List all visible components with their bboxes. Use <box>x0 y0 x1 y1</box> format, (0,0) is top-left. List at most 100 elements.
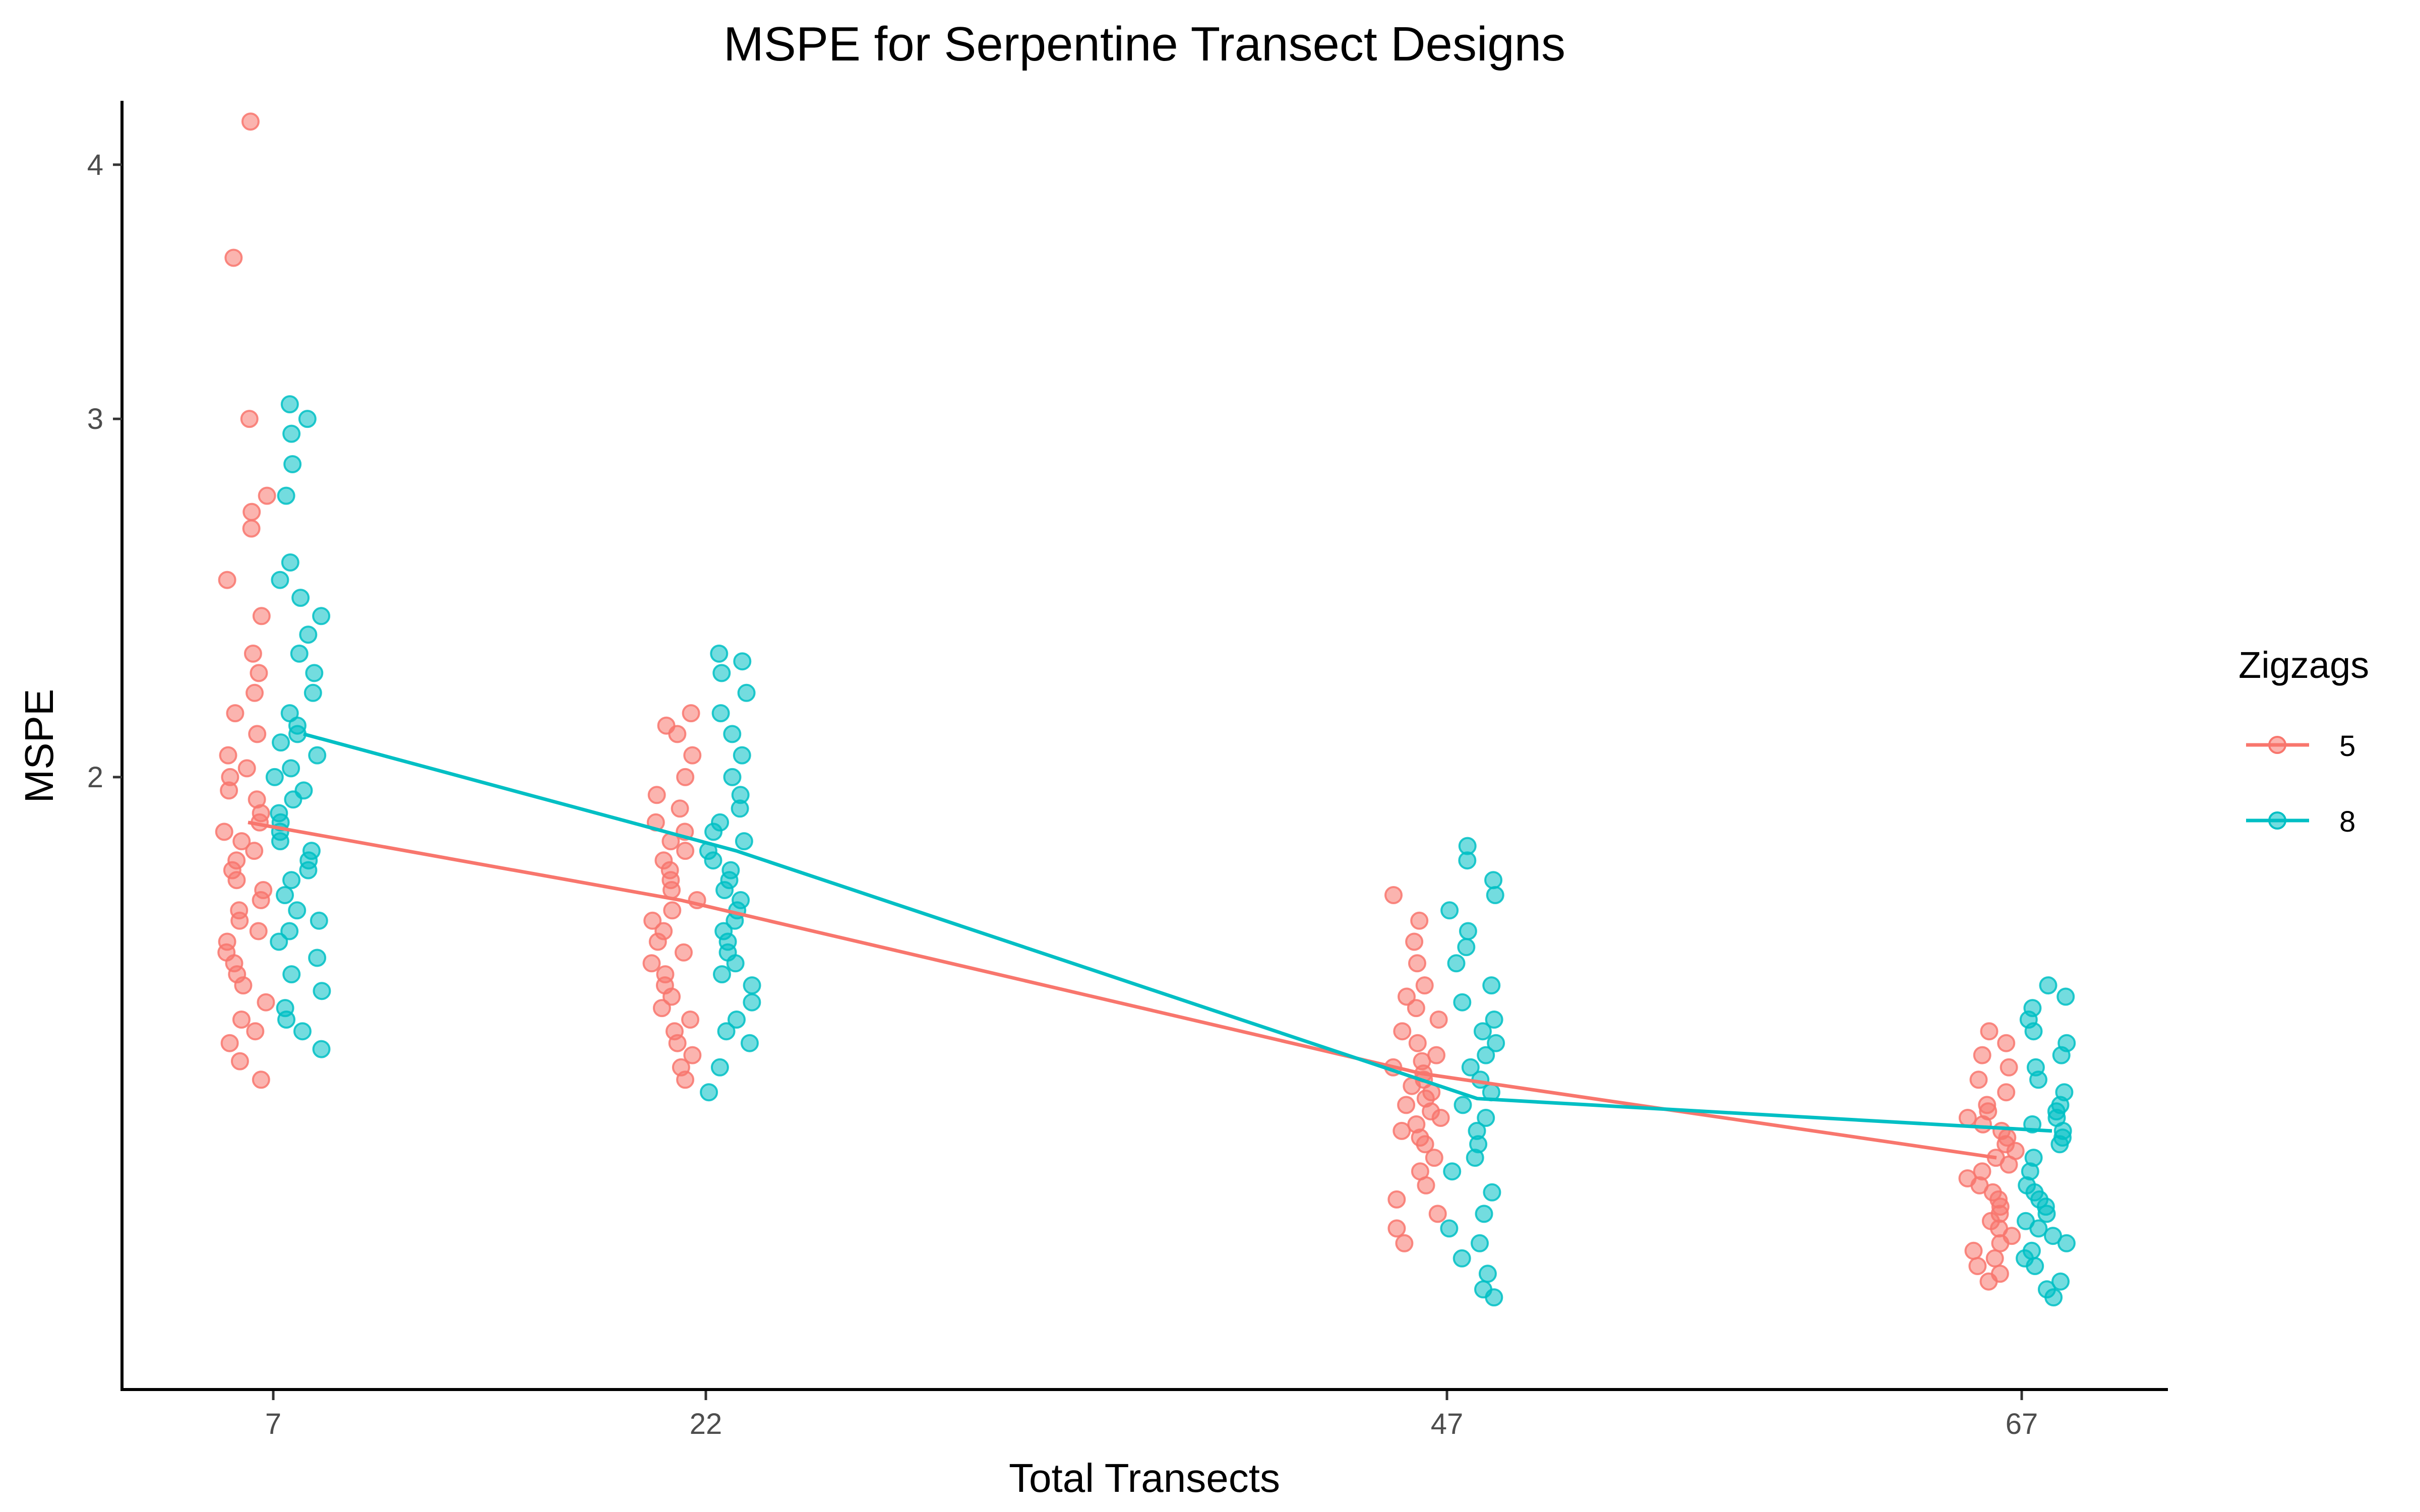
data-point <box>668 725 687 743</box>
data-point <box>245 842 264 860</box>
data-point <box>642 954 661 973</box>
data-point <box>282 871 300 890</box>
data-point <box>1443 1162 1462 1181</box>
series-8-mean-line <box>303 732 2052 1133</box>
data-point <box>243 502 261 521</box>
data-point <box>1458 851 1477 870</box>
x-tick-label: 22 <box>690 1408 722 1440</box>
data-point <box>304 683 322 702</box>
data-point <box>232 832 251 851</box>
data-point <box>2052 1046 2071 1064</box>
y-tick-label: 3 <box>87 403 103 435</box>
data-point <box>741 1034 759 1052</box>
data-point <box>2057 1234 2076 1252</box>
data-point <box>1485 1288 1503 1307</box>
data-point <box>2051 1272 2070 1291</box>
data-point <box>668 1034 687 1052</box>
x-tick-label: 7 <box>265 1408 281 1440</box>
data-point <box>1980 1022 1999 1041</box>
data-point <box>735 832 753 851</box>
data-point <box>224 248 243 267</box>
data-point <box>1969 1070 1988 1089</box>
data-point <box>682 704 700 723</box>
y-tick-label: 2 <box>87 761 103 794</box>
data-point <box>227 871 246 890</box>
data-point <box>648 932 667 951</box>
data-point <box>713 965 731 984</box>
data-point <box>1453 1249 1471 1268</box>
data-point <box>1997 1083 2016 1102</box>
x-tick-label: 47 <box>1431 1408 1464 1440</box>
data-point <box>712 664 731 682</box>
data-point <box>663 901 682 920</box>
data-point <box>246 1022 265 1041</box>
data-point <box>312 607 331 625</box>
data-point <box>676 842 695 860</box>
data-point <box>281 553 299 572</box>
data-point <box>2044 1288 2063 1307</box>
data-point <box>2056 987 2075 1006</box>
data-point <box>710 1058 729 1077</box>
legend-items: 58 <box>2246 730 2355 838</box>
data-point <box>2026 1257 2044 1275</box>
data-point <box>1408 1034 1427 1052</box>
data-point <box>220 1034 239 1052</box>
data-point <box>2029 1219 2048 1238</box>
data-point <box>282 965 301 984</box>
data-point <box>310 911 328 930</box>
data-point <box>1407 999 1425 1018</box>
data-point <box>1471 1234 1489 1252</box>
data-point <box>1487 1034 1505 1052</box>
data-point <box>1484 871 1502 890</box>
data-point <box>723 768 742 786</box>
legend-item-5: 5 <box>2246 730 2355 763</box>
data-point <box>271 571 289 589</box>
x-axis-title: Total Transects <box>1009 1456 1280 1500</box>
y-axis: 2 3 4 <box>87 101 124 1391</box>
data-point <box>662 987 681 1006</box>
series-5-mean-line <box>248 821 1997 1160</box>
data-point <box>230 1052 249 1070</box>
data-point <box>1459 922 1477 940</box>
data-point <box>250 664 268 682</box>
data-point <box>675 943 693 962</box>
x-tick-label: 67 <box>2006 1408 2038 1440</box>
data-point <box>288 725 307 743</box>
data-point <box>717 1022 736 1041</box>
data-point <box>257 993 275 1012</box>
data-point <box>1408 954 1426 973</box>
data-point <box>1473 1022 1492 1041</box>
data-point <box>1428 1205 1447 1223</box>
data-point <box>711 704 730 723</box>
data-point <box>244 644 262 663</box>
data-point <box>2024 1022 2043 1041</box>
data-point <box>1429 1011 1448 1029</box>
data-point <box>1968 1257 1987 1275</box>
data-point <box>1466 1149 1484 1167</box>
data-point <box>662 881 681 899</box>
data-point <box>731 799 749 818</box>
data-point <box>733 746 751 765</box>
data-point <box>1973 1046 1991 1064</box>
data-point <box>1387 1190 1406 1209</box>
data-point <box>308 949 327 967</box>
data-point <box>728 1011 746 1029</box>
data-point <box>676 768 695 786</box>
data-point <box>2050 1135 2069 1154</box>
data-point <box>743 976 761 995</box>
legend-key-point <box>2268 811 2286 830</box>
data-point <box>1478 1265 1497 1283</box>
data-point <box>299 625 318 644</box>
data-point <box>252 891 270 909</box>
data-point <box>312 1040 331 1058</box>
data-point <box>272 733 290 752</box>
data-point <box>313 982 331 1000</box>
data-point <box>1457 938 1476 957</box>
data-point <box>1974 1115 1992 1133</box>
data-point <box>1425 1149 1443 1167</box>
data-point <box>265 768 284 786</box>
x-axis: 7 22 47 67 <box>120 1388 2168 1440</box>
data-point <box>700 1083 718 1102</box>
data-point <box>1384 886 1403 904</box>
